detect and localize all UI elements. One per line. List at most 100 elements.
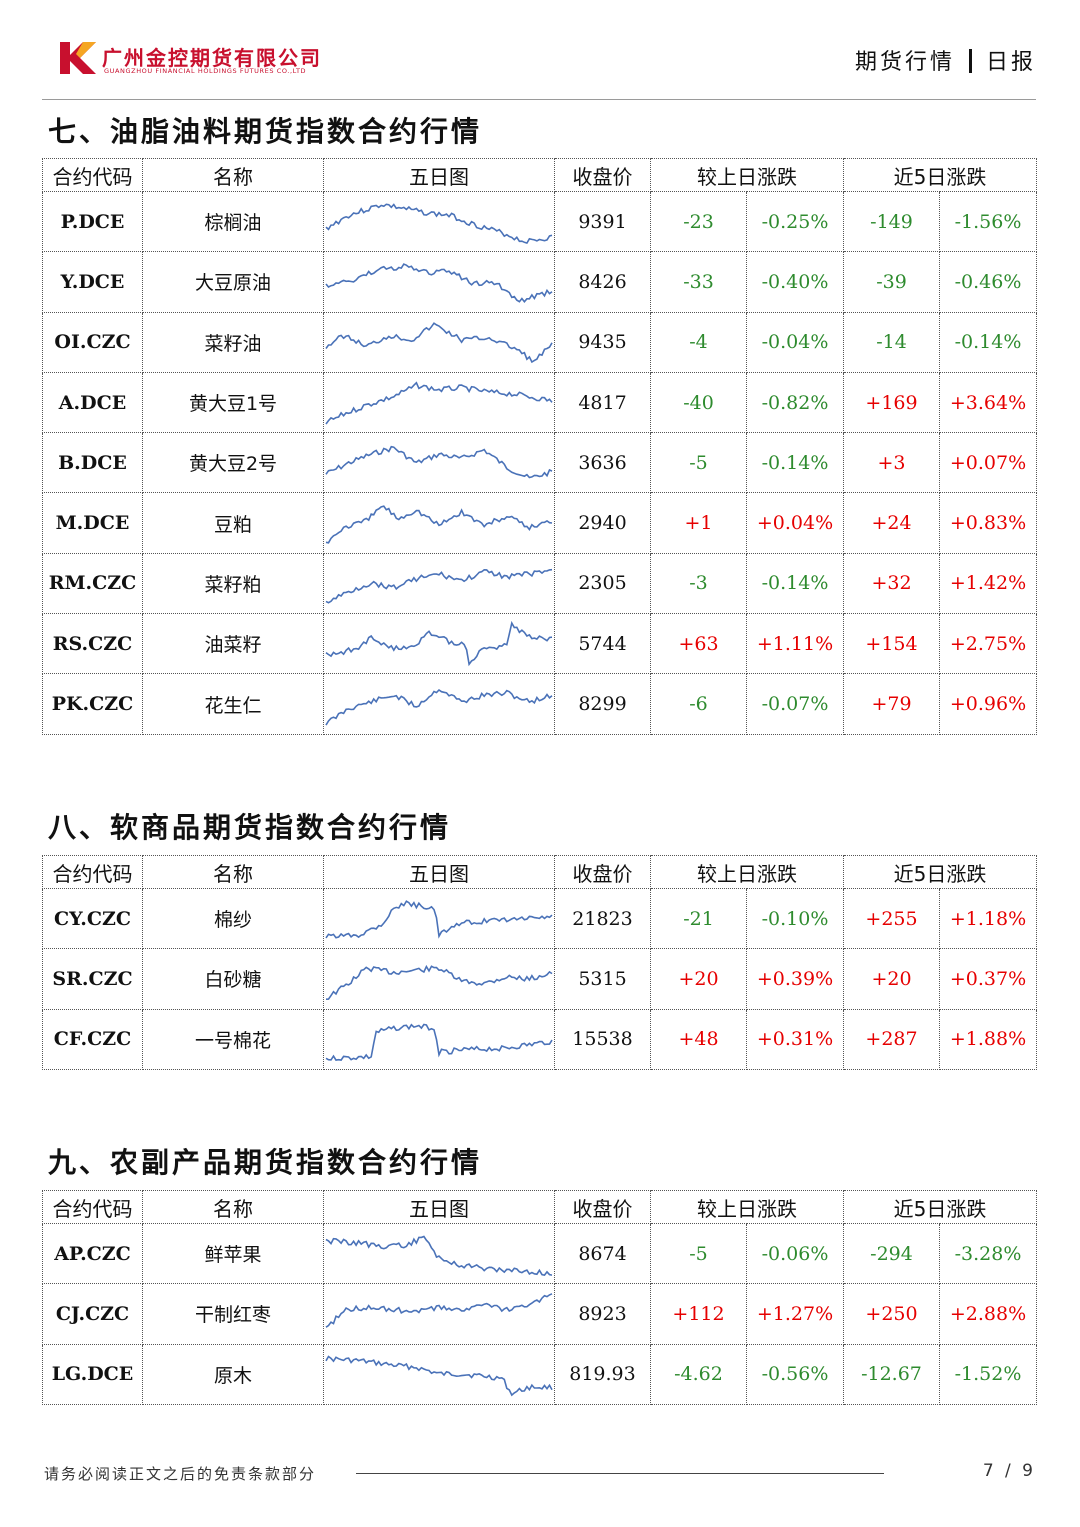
contract-name: 白砂糖 bbox=[142, 948, 324, 1010]
contract-name: 棕榈油 bbox=[142, 190, 324, 253]
table-row: M.DCE 豆粕 2940 +1 +0.04% +24 +0.83% bbox=[42, 492, 1038, 554]
five-day-change-abs: +32 bbox=[843, 552, 940, 615]
contract-code: RS.CZC bbox=[42, 613, 143, 675]
sparkline-chart bbox=[325, 380, 553, 425]
day-change-pct: -0.82% bbox=[746, 371, 844, 434]
day-change-pct: +0.04% bbox=[746, 492, 844, 554]
five-day-sparkline bbox=[323, 887, 555, 950]
five-day-sparkline bbox=[323, 552, 555, 615]
header-code: 合约代码 bbox=[42, 1190, 143, 1224]
five-day-change-abs: -39 bbox=[843, 251, 940, 313]
logo-k-icon bbox=[58, 40, 98, 76]
day-change-pct: -0.14% bbox=[746, 552, 844, 615]
header-name: 名称 bbox=[142, 1190, 324, 1224]
contract-name: 原木 bbox=[142, 1343, 324, 1405]
table-row: RM.CZC 菜籽粕 2305 -3 -0.14% +32 +1.42% bbox=[42, 552, 1038, 615]
header-name: 名称 bbox=[142, 158, 324, 192]
table-row: RS.CZC 油菜籽 5744 +63 +1.11% +154 +2.75% bbox=[42, 613, 1038, 675]
sparkline-chart bbox=[325, 569, 553, 605]
five-day-sparkline bbox=[323, 673, 555, 735]
close-price: 5744 bbox=[554, 613, 651, 675]
close-price: 15538 bbox=[554, 1008, 651, 1070]
day-change-abs: +1 bbox=[650, 492, 747, 554]
contract-code: Y.DCE bbox=[42, 251, 143, 313]
table-header-row: 合约代码 名称 五日图 收盘价 较上日涨跌 近5日涨跌 bbox=[42, 855, 1038, 889]
five-day-change-abs: +79 bbox=[843, 673, 940, 735]
five-day-change-abs: +250 bbox=[843, 1283, 940, 1345]
table-header-row: 合约代码 名称 五日图 收盘价 较上日涨跌 近5日涨跌 bbox=[42, 158, 1038, 192]
contract-name: 棉纱 bbox=[142, 887, 324, 950]
contract-code: M.DCE bbox=[42, 492, 143, 554]
five-day-sparkline bbox=[323, 251, 555, 313]
sparkline-chart bbox=[325, 964, 553, 1000]
five-day-change-pct: +1.88% bbox=[938, 1008, 1038, 1070]
header-chart: 五日图 bbox=[323, 158, 555, 192]
day-change-pct: -0.06% bbox=[746, 1222, 844, 1285]
five-day-change-abs: +169 bbox=[843, 371, 940, 434]
contract-name: 鲜苹果 bbox=[142, 1222, 324, 1285]
report-type: 期货行情 bbox=[854, 50, 955, 75]
sparkline-chart bbox=[325, 505, 553, 544]
contract-name: 黄大豆1号 bbox=[142, 371, 324, 434]
quote-table: 合约代码 名称 五日图 收盘价 较上日涨跌 近5日涨跌 P.DCE 棕榈油 9391 -23 -0.… bbox=[42, 158, 1038, 735]
five-day-sparkline bbox=[323, 1008, 555, 1070]
five-day-sparkline bbox=[323, 613, 555, 675]
five-day-change-pct: -0.14% bbox=[938, 311, 1038, 373]
contract-code: CJ.CZC bbox=[42, 1283, 143, 1345]
day-change-abs: +20 bbox=[650, 948, 747, 1010]
company-logo: 广州金控期货有限公司 GUANGZHOU FINANCIAL HOLDINGS … bbox=[58, 40, 358, 80]
five-day-change-abs: +24 bbox=[843, 492, 940, 554]
sparkline-series bbox=[325, 1355, 553, 1397]
header-chart: 五日图 bbox=[323, 855, 555, 889]
contract-name: 花生仁 bbox=[142, 673, 324, 735]
sparkline-chart bbox=[325, 322, 553, 364]
close-price: 21823 bbox=[554, 887, 651, 950]
section-title: 九、农副产品期货指数合约行情 bbox=[48, 1146, 483, 1179]
five-day-change-pct: -0.46% bbox=[938, 251, 1038, 313]
header-code: 合约代码 bbox=[42, 158, 143, 192]
sparkline-series bbox=[325, 445, 553, 479]
five-day-change-pct: +0.07% bbox=[938, 432, 1038, 494]
five-day-sparkline bbox=[323, 190, 555, 253]
five-day-sparkline bbox=[323, 948, 555, 1010]
sparkline-series bbox=[325, 1293, 553, 1328]
day-change-abs: +48 bbox=[650, 1008, 747, 1070]
day-change-pct: -0.14% bbox=[746, 432, 844, 494]
day-change-pct: -0.56% bbox=[746, 1343, 844, 1405]
day-change-abs: -21 bbox=[650, 887, 747, 950]
contract-code: P.DCE bbox=[42, 190, 143, 253]
five-day-change-pct: +0.37% bbox=[938, 948, 1038, 1010]
section-title: 七、油脂油料期货指数合约行情 bbox=[48, 115, 483, 148]
day-change-pct: -0.10% bbox=[746, 887, 844, 950]
five-day-sparkline bbox=[323, 311, 555, 373]
day-change-abs: -40 bbox=[650, 371, 747, 434]
sparkline-chart bbox=[325, 899, 553, 939]
sparkline-series bbox=[325, 688, 553, 726]
day-change-pct: +1.11% bbox=[746, 613, 844, 675]
section-title: 八、软商品期货指数合约行情 bbox=[48, 811, 452, 844]
day-change-abs: -4.62 bbox=[650, 1343, 747, 1405]
sparkline-series bbox=[325, 202, 553, 244]
close-price: 5315 bbox=[554, 948, 651, 1010]
close-price: 8674 bbox=[554, 1222, 651, 1285]
report-label: 期货行情 日报 bbox=[855, 44, 1036, 76]
table-row: OI.CZC 菜籽油 9435 -4 -0.04% -14 -0.14% bbox=[42, 311, 1038, 373]
five-day-change-pct: +0.96% bbox=[938, 673, 1038, 735]
table-row: SR.CZC 白砂糖 5315 +20 +0.39% +20 +0.37% bbox=[42, 948, 1038, 1010]
contract-code: RM.CZC bbox=[42, 552, 143, 615]
sparkline-chart bbox=[325, 620, 553, 667]
report-period: 日报 bbox=[985, 50, 1036, 75]
header-day-change: 较上日涨跌 bbox=[650, 1190, 844, 1224]
day-change-pct: -0.04% bbox=[746, 311, 844, 373]
contract-name: 豆粕 bbox=[142, 492, 324, 554]
day-change-abs: -33 bbox=[650, 251, 747, 313]
contract-code: OI.CZC bbox=[42, 311, 143, 373]
company-name-en: GUANGZHOU FINANCIAL HOLDINGS FUTURES CO.… bbox=[104, 67, 307, 75]
five-day-change-abs: -294 bbox=[843, 1222, 940, 1285]
five-day-change-abs: -149 bbox=[843, 190, 940, 253]
sparkline-series bbox=[325, 569, 553, 605]
five-day-change-abs: +3 bbox=[843, 432, 940, 494]
header-close: 收盘价 bbox=[554, 158, 651, 192]
five-day-change-abs: +20 bbox=[843, 948, 940, 1010]
table-row: AP.CZC 鲜苹果 8674 -5 -0.06% -294 -3.28% bbox=[42, 1222, 1038, 1285]
